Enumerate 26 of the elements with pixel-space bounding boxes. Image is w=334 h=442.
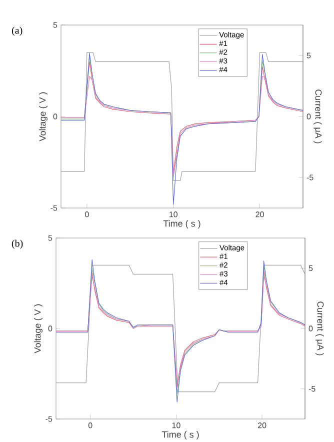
x-tick-label: 20: [256, 212, 264, 218]
y-axis-title: Voltage ( V ): [39, 92, 48, 142]
y2-tick-label: -5: [306, 174, 314, 180]
x-tick-label: 0: [85, 212, 89, 218]
x-tick-label: 10: [172, 422, 180, 428]
y2-tick-label: -5: [308, 386, 316, 392]
y2-axis-title: Current ( μA ): [313, 90, 322, 144]
y-axis-title: Voltage ( V ): [34, 304, 42, 354]
x-tick-label: 10: [170, 212, 178, 218]
y2-tick-label: 5: [308, 265, 313, 271]
y2-tick-label: 5: [306, 52, 311, 58]
y-tick-label: -5: [46, 416, 52, 422]
chart-title: (b): [12, 240, 23, 249]
y2-axis-title: Current ( μA ): [316, 302, 324, 356]
x-tick-label: 20: [258, 422, 266, 428]
y-tick-label: -5: [50, 205, 58, 211]
y-tick-label: 0: [53, 114, 58, 120]
y2-tick-label: 0: [306, 114, 311, 120]
chart-title: (a): [12, 26, 22, 36]
y2-tick-label: 0: [308, 326, 313, 332]
y-tick-label: 0: [48, 326, 52, 332]
x-axis-title: Time ( s ): [162, 431, 199, 440]
x-axis-title: Time ( s ): [163, 220, 200, 228]
y-tick-label: 5: [48, 235, 52, 241]
x-tick-label: 0: [88, 422, 92, 428]
y-tick-label: 5: [53, 22, 58, 28]
